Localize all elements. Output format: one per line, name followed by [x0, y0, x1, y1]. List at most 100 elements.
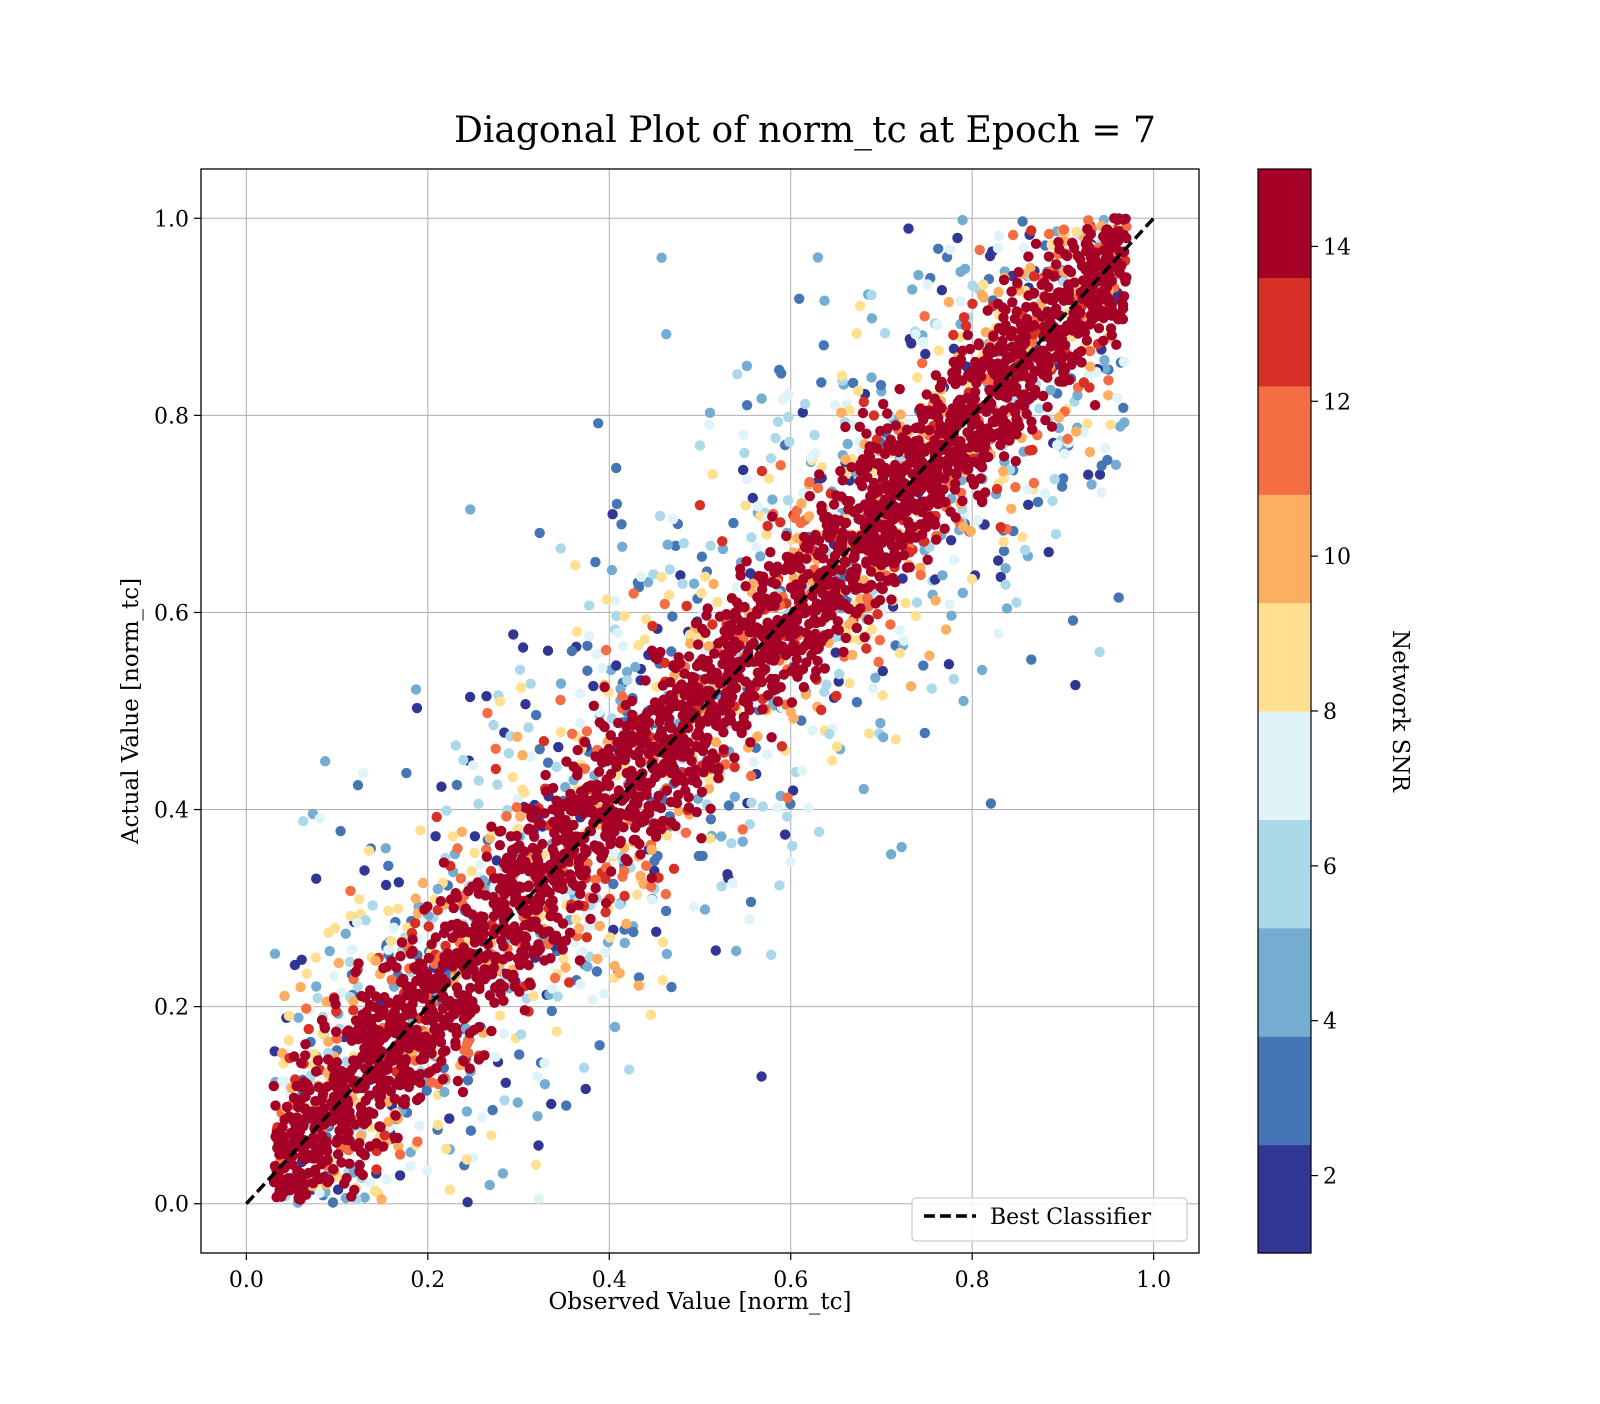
scatter-point [560, 962, 571, 973]
scatter-point [960, 320, 972, 332]
scatter-point [733, 672, 745, 683]
scatter-point [1031, 306, 1043, 318]
x-tick-label: 1.0 [1136, 1268, 1171, 1293]
scatter-point [888, 445, 899, 456]
scatter-point [398, 973, 409, 985]
colorbar-segment [1258, 169, 1311, 278]
colorbar-segment [1258, 277, 1311, 387]
scatter-point [707, 619, 718, 630]
scatter-point [508, 969, 519, 981]
scatter-point [998, 274, 1010, 286]
scatter-point [1036, 279, 1047, 290]
scatter-point [560, 835, 571, 847]
scatter-point [1058, 224, 1070, 235]
scatter-point [924, 511, 935, 523]
scatter-point [997, 413, 1008, 424]
scatter-point [772, 802, 783, 813]
scatter-point [842, 438, 853, 450]
scatter-point [805, 452, 817, 463]
scatter-point [787, 785, 799, 796]
scatter-point [431, 1063, 442, 1074]
scatter-point [619, 610, 630, 622]
scatter-point [528, 945, 540, 956]
scatter-point [973, 338, 984, 349]
scatter-point [452, 918, 463, 929]
scatter-point [716, 881, 727, 892]
scatter-point [771, 593, 783, 605]
scatter-point [607, 509, 618, 520]
scatter-point [995, 571, 1006, 583]
scatter-point [631, 889, 643, 900]
scatter-point [741, 556, 752, 567]
scatter-point [877, 522, 888, 534]
scatter-point [1103, 390, 1114, 401]
scatter-point [749, 691, 760, 702]
scatter-point [688, 672, 700, 683]
scatter-point [451, 948, 462, 959]
scatter-point [661, 785, 673, 796]
scatter-point [704, 709, 715, 721]
scatter-point [384, 1021, 395, 1032]
scatter-point [973, 363, 984, 375]
scatter-point [482, 707, 493, 719]
scatter-point [740, 500, 751, 511]
scatter-point [905, 529, 917, 540]
scatter-point [1053, 336, 1064, 347]
scatter-point [490, 763, 501, 775]
scatter-point [364, 999, 376, 1011]
scatter-point [364, 1106, 375, 1118]
scatter-point [776, 626, 787, 637]
scatter-point [1045, 384, 1056, 396]
scatter-point [336, 987, 347, 998]
scatter-point [614, 899, 625, 910]
scatter-point [910, 436, 921, 447]
scatter-point [896, 841, 907, 853]
scatter-point [448, 902, 459, 914]
legend-box [911, 1197, 1188, 1242]
scatter-point [572, 765, 583, 777]
scatter-point [756, 465, 768, 477]
scatter-point [723, 669, 734, 680]
scatter-point [547, 782, 559, 794]
scatter-point [687, 775, 698, 786]
scatter-point [392, 1025, 403, 1037]
scatter-point [882, 423, 893, 434]
scatter-point [1118, 356, 1130, 367]
scatter-point [891, 463, 902, 474]
scatter-point [503, 748, 515, 759]
scatter-point [1052, 439, 1063, 451]
scatter-point [376, 1194, 387, 1205]
scatter-point [417, 877, 429, 889]
scatter-point [712, 596, 723, 608]
scatter-point [922, 279, 933, 290]
scatter-point [426, 1048, 437, 1059]
scatter-point [858, 396, 869, 408]
scatter-point [765, 949, 777, 960]
scatter-point [359, 865, 370, 876]
scatter-point [523, 960, 534, 971]
scatter-point [501, 811, 512, 822]
scatter-point [404, 981, 415, 993]
scatter-point [762, 749, 773, 760]
scatter-point [533, 903, 544, 914]
scatter-point [1032, 496, 1044, 508]
scatter-point [1113, 226, 1125, 237]
scatter-point [993, 286, 1004, 298]
scatter-point [1090, 247, 1102, 258]
scatter-point [955, 296, 966, 307]
scatter-point [811, 571, 823, 582]
scatter-point [469, 847, 480, 859]
scatter-point [538, 736, 550, 747]
scatter-point [890, 476, 901, 487]
scatter-point [818, 340, 829, 351]
scatter-point [1000, 579, 1011, 590]
scatter-point [735, 570, 746, 581]
scatter-point [546, 1005, 557, 1017]
scatter-point [739, 447, 750, 459]
scatter-point [737, 824, 748, 835]
scatter-point [1056, 481, 1068, 492]
scatter-point [650, 831, 662, 842]
scatter-point [379, 992, 390, 1003]
scatter-point [816, 377, 827, 388]
scatter-point [577, 946, 588, 958]
